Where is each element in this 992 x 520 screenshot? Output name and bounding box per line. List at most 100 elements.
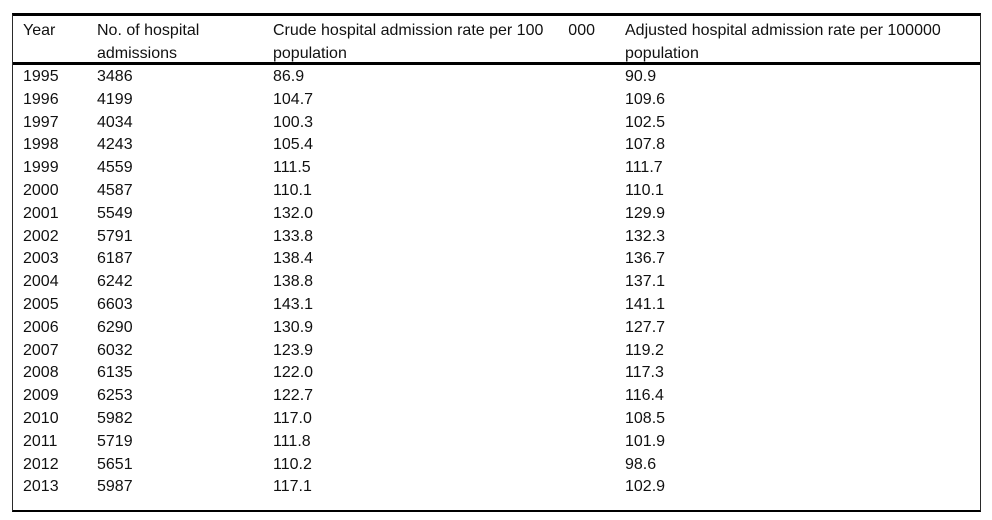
cell-year: 1997 bbox=[23, 113, 59, 131]
cell-year: 2009 bbox=[23, 387, 59, 405]
cell-crude-rate: 138.4 bbox=[273, 250, 314, 268]
cell-admissions: 6135 bbox=[97, 364, 133, 382]
cell-crude-rate: 111.5 bbox=[273, 159, 311, 177]
cell-year: 2001 bbox=[23, 204, 59, 222]
cell-crude-rate: 110.2 bbox=[273, 455, 312, 473]
cell-crude-rate: 111.8 bbox=[273, 432, 311, 450]
cell-year: 2010 bbox=[23, 409, 59, 427]
cell-crude-rate: 138.8 bbox=[273, 273, 314, 291]
header-label-admissions-line2: admissions bbox=[97, 45, 178, 62]
cell-crude-rate: 132.0 bbox=[273, 204, 314, 222]
cell-adjusted-rate: 102.9 bbox=[625, 478, 666, 496]
cell-admissions: 6032 bbox=[97, 341, 133, 359]
table-row: 2009 6253 122.7 116.4 bbox=[13, 385, 980, 408]
table-row: 2007 6032 123.9 119.2 bbox=[13, 340, 980, 363]
cell-crude-rate: 143.1 bbox=[273, 295, 314, 313]
cell-admissions: 5549 bbox=[97, 204, 133, 222]
cell-admissions: 4587 bbox=[97, 181, 133, 199]
cell-crude-rate: 122.0 bbox=[273, 364, 314, 382]
cell-adjusted-rate: 111.7 bbox=[625, 159, 663, 177]
header-cell-adjusted-rate: Adjusted hospital admission rate per 100… bbox=[625, 19, 943, 65]
cell-adjusted-rate: 116.4 bbox=[625, 387, 664, 405]
cell-crude-rate: 105.4 bbox=[273, 136, 314, 154]
header-label-crude-line1: Crude hospital admission rate per 100 00… bbox=[273, 19, 625, 42]
table-row: 2008 6135 122.0 117.3 bbox=[13, 362, 980, 385]
cell-year: 1998 bbox=[23, 136, 59, 154]
cell-year: 2005 bbox=[23, 295, 59, 313]
table-row: 2002 5791 133.8 132.3 bbox=[13, 226, 980, 249]
cell-year: 1995 bbox=[23, 68, 59, 85]
table-row: 2010 5982 117.0 108.5 bbox=[13, 408, 980, 431]
cell-crude-rate: 117.1 bbox=[273, 478, 312, 496]
cell-adjusted-rate: 101.9 bbox=[625, 432, 666, 450]
header-label-crude-main: Crude hospital admission rate per 100 bbox=[273, 22, 544, 39]
cell-crude-rate: 130.9 bbox=[273, 318, 314, 336]
cell-admissions: 3486 bbox=[97, 68, 133, 85]
header-cell-admissions: No. of hospital admissions bbox=[97, 19, 273, 65]
cell-crude-rate: 133.8 bbox=[273, 227, 314, 245]
cell-admissions: 5982 bbox=[97, 409, 133, 427]
cell-year: 2002 bbox=[23, 227, 59, 245]
header-cell-crude-rate: Crude hospital admission rate per 100 00… bbox=[273, 19, 625, 65]
cell-year: 2003 bbox=[23, 250, 59, 268]
table-row: 1999 4559 111.5 111.7 bbox=[13, 157, 980, 180]
header-label-year: Year bbox=[23, 22, 56, 39]
cell-admissions: 4199 bbox=[97, 90, 133, 108]
table-row: 1997 4034 100.3 102.5 bbox=[13, 112, 980, 135]
cell-admissions: 5791 bbox=[97, 227, 133, 245]
cell-admissions: 6290 bbox=[97, 318, 133, 336]
cell-year: 2012 bbox=[23, 455, 59, 473]
header-label-adjusted-main: Adjusted hospital admission rate per 100 bbox=[625, 22, 915, 39]
table-row: 2005 6603 143.1 141.1 bbox=[13, 294, 980, 317]
cell-admissions: 4559 bbox=[97, 159, 133, 177]
cell-adjusted-rate: 110.1 bbox=[625, 181, 664, 199]
header-label-adjusted-thousands: 000 bbox=[914, 22, 941, 39]
cell-adjusted-rate: 129.9 bbox=[625, 204, 666, 222]
cell-admissions: 6603 bbox=[97, 295, 133, 313]
cell-year: 2013 bbox=[23, 478, 59, 496]
cell-adjusted-rate: 136.7 bbox=[625, 250, 666, 268]
cell-adjusted-rate: 132.3 bbox=[625, 227, 666, 245]
table-row: 2012 5651 110.2 98.6 bbox=[13, 454, 980, 477]
cell-year: 2004 bbox=[23, 273, 59, 291]
cell-year: 2011 bbox=[23, 432, 58, 450]
cell-admissions: 4243 bbox=[97, 136, 133, 154]
table-row: 2001 5549 132.0 129.9 bbox=[13, 203, 980, 226]
cell-adjusted-rate: 117.3 bbox=[625, 364, 664, 382]
cell-crude-rate: 104.7 bbox=[273, 90, 314, 108]
cell-adjusted-rate: 119.2 bbox=[625, 341, 664, 359]
cell-admissions: 6253 bbox=[97, 387, 133, 405]
cell-year: 2008 bbox=[23, 364, 59, 382]
cell-adjusted-rate: 127.7 bbox=[625, 318, 666, 336]
cell-year: 1996 bbox=[23, 90, 59, 108]
cell-year: 2007 bbox=[23, 341, 59, 359]
cell-crude-rate: 117.0 bbox=[273, 409, 312, 427]
cell-crude-rate: 122.7 bbox=[273, 387, 314, 405]
cell-adjusted-rate: 108.5 bbox=[625, 409, 666, 427]
cell-crude-rate: 86.9 bbox=[273, 68, 305, 85]
header-label-crude-thousands: 000 bbox=[568, 22, 595, 39]
cell-crude-rate: 100.3 bbox=[273, 113, 314, 131]
cell-year: 2000 bbox=[23, 181, 59, 199]
table-row: 2000 4587 110.1 110.1 bbox=[13, 180, 980, 203]
table-row: 2006 6290 130.9 127.7 bbox=[13, 317, 980, 340]
table-header: Year No. of hospital admissions Crude ho… bbox=[13, 16, 980, 65]
cell-adjusted-rate: 137.1 bbox=[625, 273, 666, 291]
cell-adjusted-rate: 102.5 bbox=[625, 113, 666, 131]
cell-year: 1999 bbox=[23, 159, 59, 177]
cell-admissions: 5651 bbox=[97, 455, 133, 473]
cell-adjusted-rate: 90.9 bbox=[625, 68, 657, 85]
cell-adjusted-rate: 141.1 bbox=[625, 295, 666, 313]
table-row: 1995 3486 86.9 90.9 bbox=[13, 66, 980, 89]
table-row: 1998 4243 105.4 107.8 bbox=[13, 134, 980, 157]
cell-admissions: 6187 bbox=[97, 250, 133, 268]
table-row: 2004 6242 138.8 137.1 bbox=[13, 271, 980, 294]
table-row: 1996 4199 104.7 109.6 bbox=[13, 89, 980, 112]
header-label-admissions-line1: No. of hospital bbox=[97, 22, 200, 39]
cell-adjusted-rate: 98.6 bbox=[625, 455, 657, 473]
cell-adjusted-rate: 109.6 bbox=[625, 90, 666, 108]
header-cell-year: Year bbox=[23, 19, 97, 42]
header-label-adjusted-line1: Adjusted hospital admission rate per 100… bbox=[625, 19, 943, 42]
header-label-crude-line2: population bbox=[273, 45, 347, 62]
